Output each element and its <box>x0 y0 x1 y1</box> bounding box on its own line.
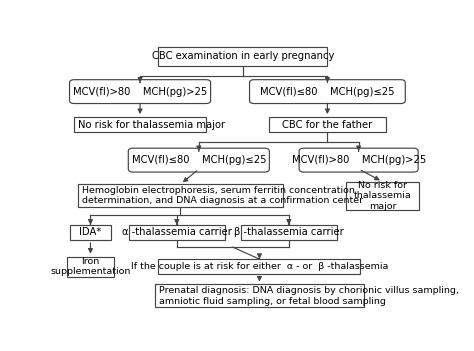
Text: IDA*: IDA* <box>79 227 101 237</box>
FancyBboxPatch shape <box>66 257 114 277</box>
Text: CBC for the father: CBC for the father <box>283 120 373 130</box>
Text: Prenatal diagnosis: DNA diagnosis by chorionic villus sampling,
amniotic fluid s: Prenatal diagnosis: DNA diagnosis by cho… <box>159 286 459 306</box>
Text: No risk for thalassemia major: No risk for thalassemia major <box>78 120 226 130</box>
Text: CBC examination in early pregnancy: CBC examination in early pregnancy <box>152 51 334 61</box>
FancyBboxPatch shape <box>70 225 110 240</box>
FancyBboxPatch shape <box>155 284 364 307</box>
Text: No risk for
thalassemia
major: No risk for thalassemia major <box>354 181 411 211</box>
Text: β -thalassemia carrier: β -thalassemia carrier <box>234 227 344 237</box>
Text: α -thalassemia carrier: α -thalassemia carrier <box>122 227 232 237</box>
Text: Iron
supplementation: Iron supplementation <box>50 257 131 276</box>
Text: MCV(fl)≤80    MCH(pg)≤25: MCV(fl)≤80 MCH(pg)≤25 <box>132 155 266 165</box>
FancyBboxPatch shape <box>346 182 419 210</box>
Text: MCV(fl)≤80    MCH(pg)≤25: MCV(fl)≤80 MCH(pg)≤25 <box>260 87 395 97</box>
FancyBboxPatch shape <box>269 117 386 132</box>
FancyBboxPatch shape <box>241 225 337 240</box>
Text: If the couple is at risk for either  α - or  β -thalassemia: If the couple is at risk for either α - … <box>131 262 388 271</box>
FancyBboxPatch shape <box>70 80 210 104</box>
FancyBboxPatch shape <box>129 225 225 240</box>
FancyBboxPatch shape <box>299 148 418 172</box>
FancyBboxPatch shape <box>74 117 206 132</box>
FancyBboxPatch shape <box>128 148 269 172</box>
Text: MCV(fl)>80    MCH(pg)>25: MCV(fl)>80 MCH(pg)>25 <box>73 87 207 97</box>
FancyBboxPatch shape <box>249 80 405 104</box>
Text: MCV(fl)>80    MCH(pg)>25: MCV(fl)>80 MCH(pg)>25 <box>292 155 426 165</box>
FancyBboxPatch shape <box>158 47 328 66</box>
FancyBboxPatch shape <box>158 259 360 274</box>
Text: Hemoglobin electrophoresis, serum ferritin concentration
determination, and DNA : Hemoglobin electrophoresis, serum ferrit… <box>82 186 363 205</box>
FancyBboxPatch shape <box>78 184 283 207</box>
